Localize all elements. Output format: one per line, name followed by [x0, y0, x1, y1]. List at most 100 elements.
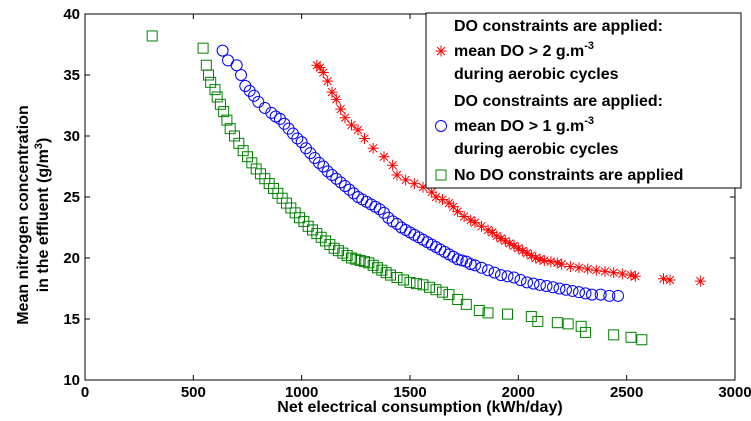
data-point-square	[404, 276, 416, 288]
legend-3-marker	[435, 169, 447, 181]
data-point-circle	[230, 59, 243, 72]
data-point-circle	[475, 261, 488, 274]
data-point-circle	[326, 169, 338, 182]
data-point-asterisk	[599, 265, 611, 277]
x-tick-label: 1000	[285, 384, 318, 401]
data-point-asterisk	[608, 267, 620, 279]
data-point-asterisk	[629, 270, 641, 282]
data-point-asterisk	[538, 254, 550, 266]
data-point-circle	[573, 286, 585, 299]
data-point-circle	[612, 289, 624, 302]
data-point-square	[562, 318, 574, 330]
data-point-square	[391, 272, 403, 284]
legend-1-line3: during aerobic cycles	[454, 66, 619, 83]
data-point-asterisk	[452, 206, 464, 218]
data-point-square	[294, 212, 305, 224]
x-tick-label: 2500	[610, 384, 643, 401]
data-point-square	[385, 269, 396, 281]
data-point-asterisk	[335, 103, 347, 115]
data-point-asterisk	[322, 75, 334, 87]
legend-marker-asterisk	[435, 45, 447, 57]
data-point-square	[224, 123, 236, 135]
data-point-square	[341, 250, 353, 262]
data-point-circle	[343, 183, 356, 196]
data-point-asterisk	[616, 268, 628, 280]
data-point-square	[350, 253, 362, 265]
legend-1-line2-sup: -3	[584, 40, 594, 52]
data-point-asterisk	[378, 151, 390, 163]
data-point-asterisk	[534, 253, 546, 265]
legend-3-line1: No DO constraints are applied	[454, 167, 683, 184]
data-point-square	[203, 69, 214, 81]
data-point-square	[211, 91, 223, 103]
data-point-square	[473, 304, 485, 316]
data-point-circle	[295, 136, 308, 149]
data-point-circle	[514, 273, 527, 286]
data-point-square	[302, 220, 314, 232]
legend-2-marker	[435, 120, 447, 132]
data-point-asterisk	[564, 261, 576, 273]
data-point-asterisk	[545, 256, 557, 268]
legend-1-line2: mean DO > 2 g.m-3	[454, 40, 594, 60]
y-tick-label: 40	[63, 6, 80, 23]
data-point-asterisk	[339, 112, 351, 124]
data-point-asterisk	[551, 257, 563, 269]
data-point-asterisk	[417, 181, 429, 193]
data-point-circle	[540, 280, 553, 293]
data-point-asterisk	[517, 245, 529, 257]
data-point-square	[354, 254, 366, 266]
data-point-square	[233, 137, 245, 149]
legend-2-line2-sup: -3	[584, 115, 594, 127]
y-tick-label: 20	[63, 250, 80, 267]
data-point-square	[229, 130, 240, 142]
data-point-circle	[586, 288, 598, 301]
data-point-asterisk	[658, 273, 669, 285]
series-square	[146, 30, 648, 346]
data-point-circle	[291, 132, 304, 145]
data-point-square	[307, 224, 318, 236]
data-point-circle	[330, 172, 343, 185]
data-point-circle	[321, 165, 334, 178]
data-point-circle	[456, 254, 468, 267]
legend-2-line1: DO constraints are applied:	[454, 93, 663, 110]
legend-marker-square	[435, 169, 447, 181]
data-point-asterisk	[408, 178, 420, 190]
data-point-circle	[508, 271, 520, 284]
y-axis-label-tail: )	[35, 138, 52, 143]
legend-2-line2-main: mean DO > 1 g.m	[454, 118, 584, 135]
data-point-circle	[560, 283, 572, 296]
data-point-square	[424, 281, 435, 293]
data-point-asterisk	[495, 232, 507, 244]
x-tick-label: 0	[81, 384, 89, 401]
data-point-square	[575, 320, 587, 332]
data-point-circle	[482, 264, 494, 277]
data-point-circle	[566, 284, 579, 297]
data-point-circle	[216, 44, 229, 57]
data-point-asterisk	[590, 264, 602, 276]
data-point-circle	[579, 287, 592, 300]
y-axis-label-line2-main: in the effluent (g/m	[35, 149, 52, 292]
data-point-circle	[391, 217, 403, 230]
data-point-circle	[313, 156, 325, 169]
legend-1-line2-main: mean DO > 2 g.m	[454, 43, 584, 60]
data-point-square	[209, 84, 221, 96]
data-point-asterisk	[573, 262, 585, 274]
data-point-asterisk	[426, 186, 438, 198]
data-point-asterisk	[499, 235, 511, 247]
x-tick-label: 1500	[393, 384, 426, 401]
plot-area	[146, 30, 706, 346]
data-point-square	[237, 145, 249, 157]
y-axis-label-line2: in the effluent (g/m3)	[33, 138, 52, 293]
data-point-asterisk	[476, 220, 487, 232]
data-point-circle	[534, 278, 546, 291]
data-point-circle	[553, 282, 566, 295]
x-tick-label: 2000	[502, 384, 535, 401]
data-point-square	[380, 267, 392, 279]
y-axis-label: Mean nitrogen concentration in the efflu…	[15, 105, 52, 325]
data-point-square	[532, 315, 544, 327]
data-point-square	[551, 317, 563, 329]
legend-2-line3: during aerobic cycles	[454, 141, 619, 158]
data-point-asterisk	[512, 242, 524, 254]
data-point-asterisk	[443, 197, 455, 209]
data-point-asterisk	[326, 86, 338, 98]
